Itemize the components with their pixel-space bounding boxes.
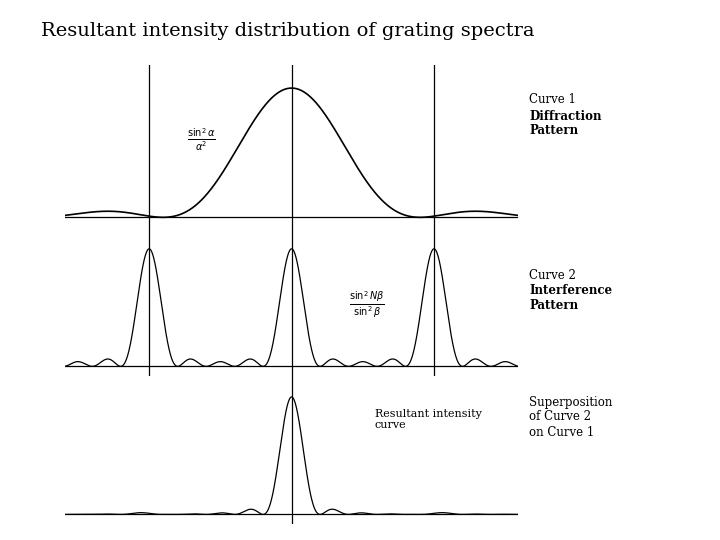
Text: Interference: Interference <box>529 284 612 297</box>
Text: on Curve 1: on Curve 1 <box>529 426 595 438</box>
Text: $\frac{\sin^2 N\beta}{\sin^2 \beta}$: $\frac{\sin^2 N\beta}{\sin^2 \beta}$ <box>349 290 385 320</box>
Text: Curve 2: Curve 2 <box>529 269 576 282</box>
Text: $\frac{\sin^2\alpha}{\alpha^2}$: $\frac{\sin^2\alpha}{\alpha^2}$ <box>186 127 215 153</box>
Text: Resultant intensity
curve: Resultant intensity curve <box>374 409 482 430</box>
Text: Diffraction: Diffraction <box>529 110 602 123</box>
Text: Pattern: Pattern <box>529 124 578 137</box>
Text: Pattern: Pattern <box>529 299 578 312</box>
Text: Resultant intensity distribution of grating spectra: Resultant intensity distribution of grat… <box>41 22 535 39</box>
Text: Superposition: Superposition <box>529 396 613 409</box>
Text: Curve 1: Curve 1 <box>529 93 576 106</box>
Text: of Curve 2: of Curve 2 <box>529 410 591 423</box>
